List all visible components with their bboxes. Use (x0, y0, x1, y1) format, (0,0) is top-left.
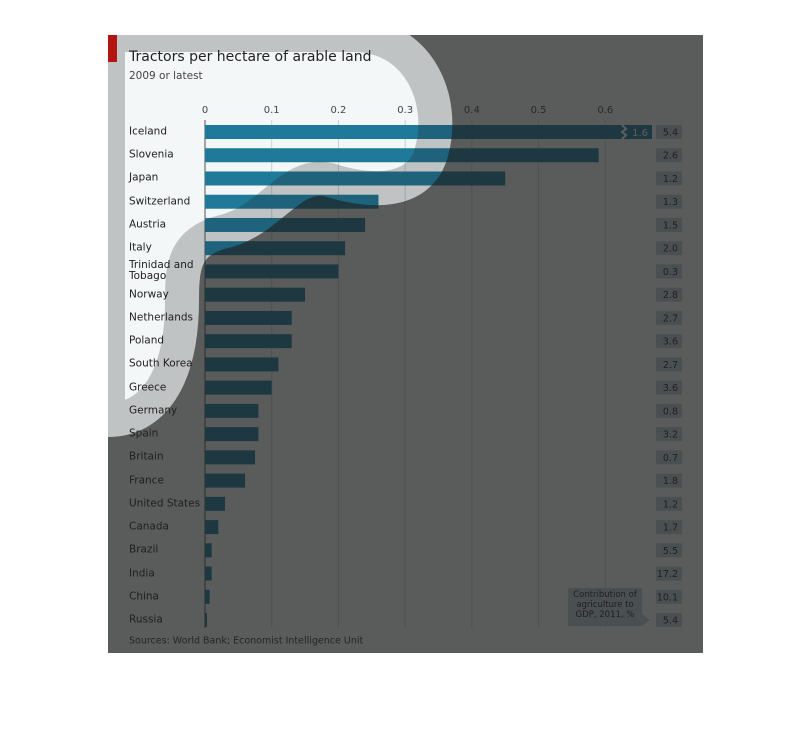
category-label: Germany (129, 404, 178, 417)
gdp-label: 5.5 (663, 546, 678, 557)
x-tick-label: 0.2 (330, 105, 346, 116)
category-label: Japan (129, 171, 159, 184)
gdp-label: 17.2 (657, 569, 678, 580)
bar (205, 287, 306, 302)
gdp-label: 2.8 (663, 290, 678, 301)
category-label: Spain (129, 427, 159, 440)
gdp-label: 0.3 (663, 267, 678, 278)
gdp-label: 2.6 (663, 151, 678, 162)
bar (205, 380, 272, 395)
gdp-label: 3.2 (663, 430, 678, 441)
category-label: United States (129, 497, 201, 510)
category-label: China (129, 590, 159, 603)
gdp-label: 2.0 (663, 244, 678, 255)
bar (205, 264, 339, 279)
bar (205, 357, 279, 372)
x-tick-label: 0.5 (531, 105, 547, 116)
gdp-label: 0.8 (663, 406, 678, 417)
gdp-label: 3.6 (663, 337, 678, 348)
bar (205, 450, 256, 465)
category-label: Britain (129, 450, 164, 463)
gdp-label: 1.3 (663, 197, 678, 208)
category-label: Russia (129, 613, 163, 626)
gdp-label: 5.4 (663, 616, 678, 627)
bar (205, 217, 366, 232)
category-label: Norway (129, 288, 169, 301)
bar (205, 241, 346, 256)
x-tick-label: 0 (202, 105, 208, 116)
category-label: Brazil (129, 543, 159, 556)
gdp-label: 2.7 (663, 360, 678, 371)
red-tag (108, 35, 117, 62)
bar (205, 310, 292, 325)
category-label: Trinidad and Tobago (129, 259, 194, 283)
category-label: Netherlands (129, 311, 194, 324)
legend-label: Contribution of agriculture to GDP, 2011… (573, 590, 637, 620)
category-label: Italy (129, 241, 152, 254)
gdp-label: 1.2 (663, 174, 678, 185)
category-label: France (129, 474, 164, 487)
bar (205, 194, 379, 209)
bar (205, 427, 259, 442)
bar (205, 473, 246, 488)
gdp-label: 5.4 (663, 128, 678, 139)
gdp-label: 3.6 (663, 383, 678, 394)
gdp-label: 1.2 (663, 499, 678, 510)
category-label: Switzerland (129, 195, 191, 208)
x-tick-label: 0.1 (264, 105, 280, 116)
gdp-label: 2.7 (663, 313, 678, 324)
data-label: 1.6 (632, 128, 648, 139)
gdp-label: 10.1 (657, 592, 678, 603)
category-label: Greece (129, 381, 167, 394)
gdp-label: 1.8 (663, 476, 678, 487)
bar (205, 334, 292, 349)
gdp-label: 0.7 (663, 453, 678, 464)
category-label: South Korea (129, 357, 193, 370)
category-label: Slovenia (129, 148, 174, 161)
chart-subtitle: 2009 or latest (129, 70, 203, 82)
bar (205, 125, 652, 139)
bar (205, 403, 259, 418)
category-label: Poland (129, 334, 165, 347)
category-label: Canada (129, 520, 169, 533)
source: Sources: World Bank; Economist Intellige… (129, 636, 363, 647)
x-tick-label: 0.3 (397, 105, 413, 116)
gdp-label: 1.5 (663, 220, 678, 231)
category-label: India (129, 567, 155, 580)
bar (205, 171, 506, 186)
x-tick-label: 0.4 (464, 105, 480, 116)
chart-title: Tractors per hectare of arable land (128, 49, 371, 65)
category-label: Austria (129, 218, 167, 231)
bar (205, 148, 599, 163)
x-tick-label: 0.6 (597, 105, 613, 116)
gdp-label: 1.7 (663, 523, 678, 534)
category-label: Iceland (129, 125, 168, 138)
